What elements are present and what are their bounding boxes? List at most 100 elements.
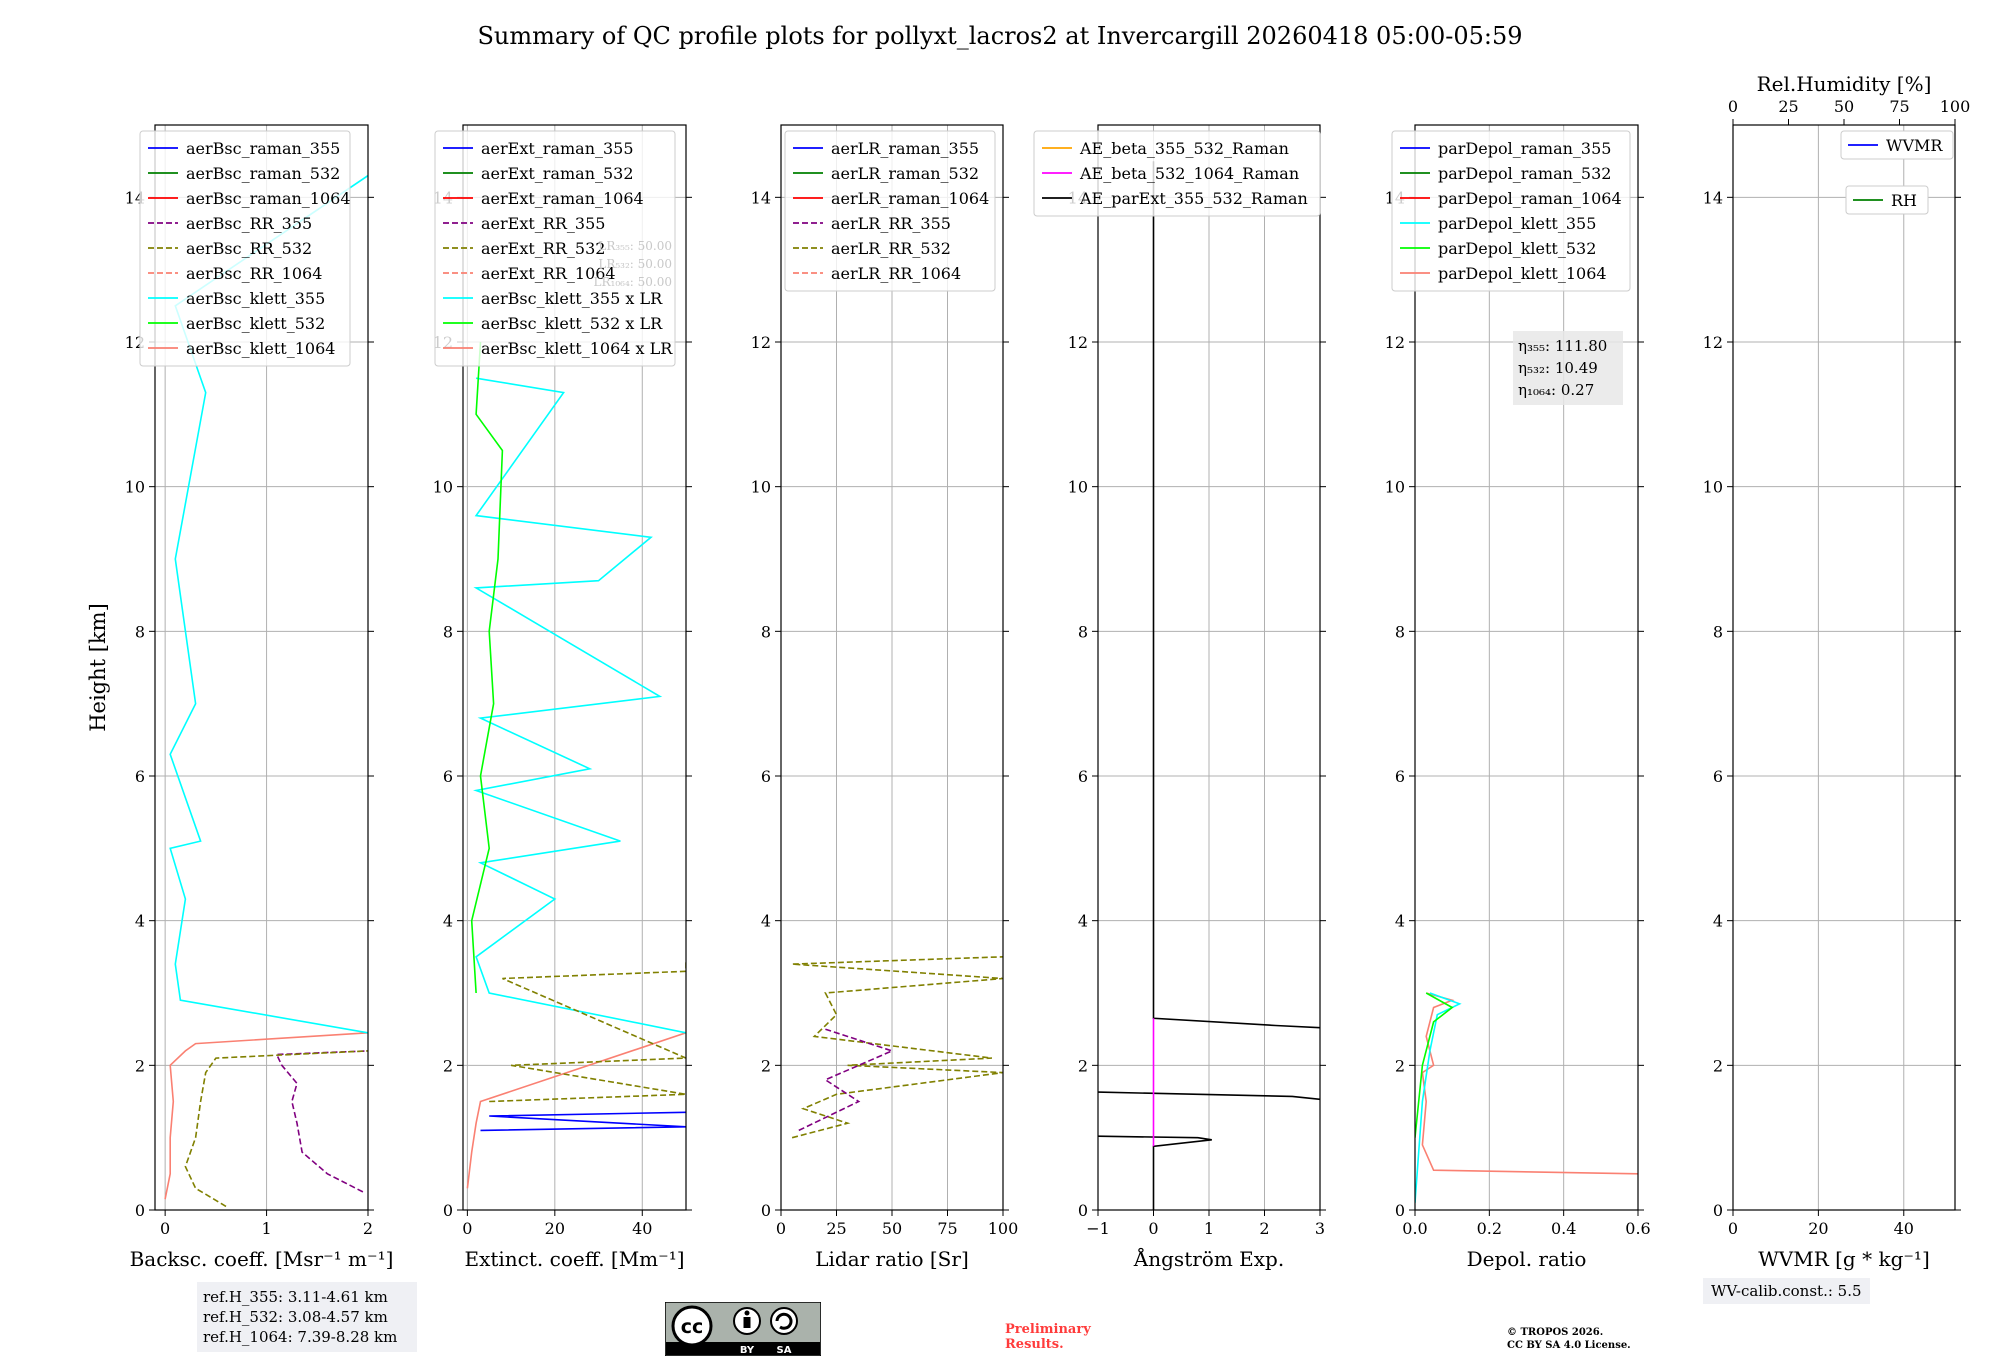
legend-label-AE_parExt_355_532_Raman: AE_parExt_355_532_Raman bbox=[1079, 189, 1308, 208]
top-x-tick-label: 25 bbox=[1778, 97, 1798, 116]
legend-box bbox=[1391, 130, 1631, 292]
y-tick-label: 2 bbox=[135, 1056, 145, 1075]
y-tick-label: 10 bbox=[751, 478, 771, 497]
y-tick-label: 8 bbox=[1395, 622, 1405, 641]
cc-license-badge: cc BY SA bbox=[665, 1302, 821, 1356]
axes-frame bbox=[1732, 124, 1956, 1211]
series-line-aerBsc_klett_532 x LR bbox=[470, 341, 504, 994]
eta-value: η₃₅₅: 111.80 bbox=[1518, 337, 1607, 355]
y-tick-label: 2 bbox=[443, 1056, 453, 1075]
legend-label-AE_beta_355_532_Raman: AE_beta_355_532_Raman bbox=[1079, 139, 1289, 158]
legend: aerBsc_raman_355 aerBsc_raman_532 aerBsc_r… bbox=[139, 130, 351, 367]
y-tick-label: 10 bbox=[433, 478, 453, 497]
legend-box bbox=[1033, 130, 1321, 217]
legend-label-aerLR_RR_532: aerLR_RR_532 bbox=[831, 239, 951, 258]
legend-label-aerLR_raman_355: aerLR_raman_355 bbox=[831, 139, 979, 158]
series-group bbox=[1415, 992, 1638, 1203]
legend-label: RH bbox=[1891, 191, 1917, 210]
x-tick-label: 0.0 bbox=[1402, 1219, 1427, 1238]
legend-label-aerBsc_klett_532: aerBsc_klett_532 bbox=[186, 314, 325, 333]
series-line-aerExt_RR_532 bbox=[489, 960, 686, 1103]
legend-label-parDepol_raman_1064: parDepol_raman_1064 bbox=[1438, 189, 1622, 208]
series-group bbox=[466, 341, 686, 1189]
series-line-parDepol_klett_1064 bbox=[1421, 992, 1638, 1175]
legend-box bbox=[784, 130, 996, 292]
legend-box bbox=[139, 130, 351, 367]
top-x-tick-label: 75 bbox=[1889, 97, 1909, 116]
legend-label-aerExt_raman_355: aerExt_raman_355 bbox=[481, 139, 634, 158]
legend-label-parDepol_klett_1064: parDepol_klett_1064 bbox=[1438, 264, 1607, 283]
y-tick-label: 6 bbox=[1713, 767, 1723, 786]
x-tick-label: 2 bbox=[1259, 1219, 1269, 1238]
ref-height-532: ref.H_532: 3.08-4.57 km bbox=[203, 1308, 388, 1326]
x-axis-label: Extinct. coeff. [Mm⁻¹] bbox=[464, 1247, 684, 1271]
y-tick-label: 14 bbox=[1703, 188, 1723, 207]
y-tick-label: 4 bbox=[761, 912, 771, 931]
y-tick-label: 0 bbox=[761, 1201, 771, 1220]
legend-label-aerLR_raman_1064: aerLR_raman_1064 bbox=[831, 189, 989, 208]
legend: aerLR_raman_355 aerLR_raman_532 aerLR_rama… bbox=[784, 130, 996, 292]
wv-calibration-box: WV-calib.const.: 5.5 bbox=[1703, 1278, 1870, 1304]
y-tick-label: 4 bbox=[1078, 912, 1088, 931]
legend-label-aerExt_RR_1064: aerExt_RR_1064 bbox=[481, 264, 616, 283]
legend-label-parDepol_raman_532: parDepol_raman_532 bbox=[1438, 164, 1611, 183]
legend-label-aerExt_RR_532: aerExt_RR_532 bbox=[481, 239, 605, 258]
ref-height-1064: ref.H_1064: 7.39-8.28 km bbox=[203, 1328, 398, 1346]
x-tick-label: 0.6 bbox=[1625, 1219, 1650, 1238]
series-line-aerBsc_klett_1064 x LR bbox=[466, 1032, 686, 1189]
lr-annotation: LR₃₅₅: 50.00 bbox=[598, 239, 672, 253]
legend-label-parDepol_klett_355: parDepol_klett_355 bbox=[1438, 214, 1596, 233]
series-line-aerBsc_RR_355 bbox=[275, 1050, 368, 1193]
legend: AE_beta_355_532_Raman AE_beta_532_1064_Ra… bbox=[1033, 130, 1321, 217]
x-tick-label: 40 bbox=[1894, 1219, 1914, 1238]
y-tick-label: 6 bbox=[761, 767, 771, 786]
y-tick-label: 2 bbox=[1713, 1056, 1723, 1075]
x-tick-label: 0 bbox=[1728, 1219, 1738, 1238]
x-tick-label: 2 bbox=[363, 1219, 373, 1238]
y-tick-label: 0 bbox=[1713, 1201, 1723, 1220]
legend: parDepol_raman_355 parDepol_raman_532 parD… bbox=[1391, 130, 1631, 292]
x-tick-label: 20 bbox=[1808, 1219, 1828, 1238]
x-tick-label: 1 bbox=[1204, 1219, 1214, 1238]
y-tick-label: 0 bbox=[135, 1201, 145, 1220]
y-tick-label: 0 bbox=[1395, 1201, 1405, 1220]
reference-heights-box: ref.H_355: 3.11-4.61 km ref.H_532: 3.08-… bbox=[197, 1282, 417, 1352]
x-tick-label: 40 bbox=[632, 1219, 652, 1238]
series-line-AE_parExt_355_532_Raman bbox=[1098, 1091, 1320, 1101]
legend-entry-WVMR: WVMR bbox=[1840, 130, 1954, 160]
legend-label-aerBsc_raman_355: aerBsc_raman_355 bbox=[186, 139, 340, 158]
series-line-aerBsc_klett_355 bbox=[169, 174, 368, 1034]
eta-box bbox=[1513, 331, 1623, 405]
x-tick-label: −1 bbox=[1086, 1219, 1110, 1238]
ref-height-355: ref.H_355: 3.11-4.61 km bbox=[203, 1288, 388, 1306]
y-tick-label: 10 bbox=[1068, 478, 1088, 497]
y-tick-label: 10 bbox=[1385, 478, 1405, 497]
series-line-aerLR_RR_532 bbox=[791, 956, 1003, 1139]
axes-frame bbox=[462, 124, 687, 1211]
legend-label-aerBsc_RR_355: aerBsc_RR_355 bbox=[186, 214, 312, 233]
x-tick-label: 20 bbox=[545, 1219, 565, 1238]
x-axis-label: WVMR [g * kg⁻¹] bbox=[1758, 1247, 1930, 1271]
series-line-AE_parExt_355_532_Raman bbox=[1152, 161, 1320, 1029]
x-tick-label: 0 bbox=[776, 1219, 786, 1238]
top-x-tick-label: 100 bbox=[1940, 97, 1971, 116]
y-tick-label: 12 bbox=[1385, 333, 1405, 352]
preliminary-line-2: Results. bbox=[1005, 1337, 1064, 1352]
y-tick-label: 8 bbox=[135, 622, 145, 641]
axes-frame bbox=[154, 124, 369, 1211]
y-tick-label: 8 bbox=[1713, 622, 1723, 641]
legend-entry-RH: RH bbox=[1845, 185, 1929, 215]
y-tick-label: 12 bbox=[751, 333, 771, 352]
y-tick-label: 4 bbox=[135, 912, 145, 931]
y-tick-label: 8 bbox=[443, 622, 453, 641]
x-tick-label: 0 bbox=[160, 1219, 170, 1238]
x-axis-label: Backsc. coeff. [Msr⁻¹ m⁻¹] bbox=[130, 1247, 394, 1271]
legend-label-aerBsc_klett_1064 x LR: aerBsc_klett_1064 x LR bbox=[481, 339, 673, 358]
legend-label-aerBsc_raman_1064: aerBsc_raman_1064 bbox=[186, 189, 351, 208]
top-x-tick-label: 50 bbox=[1834, 97, 1854, 116]
legend-box bbox=[1845, 185, 1929, 215]
legend-label-aerLR_RR_355: aerLR_RR_355 bbox=[831, 214, 951, 233]
y-tick-label: 6 bbox=[135, 767, 145, 786]
